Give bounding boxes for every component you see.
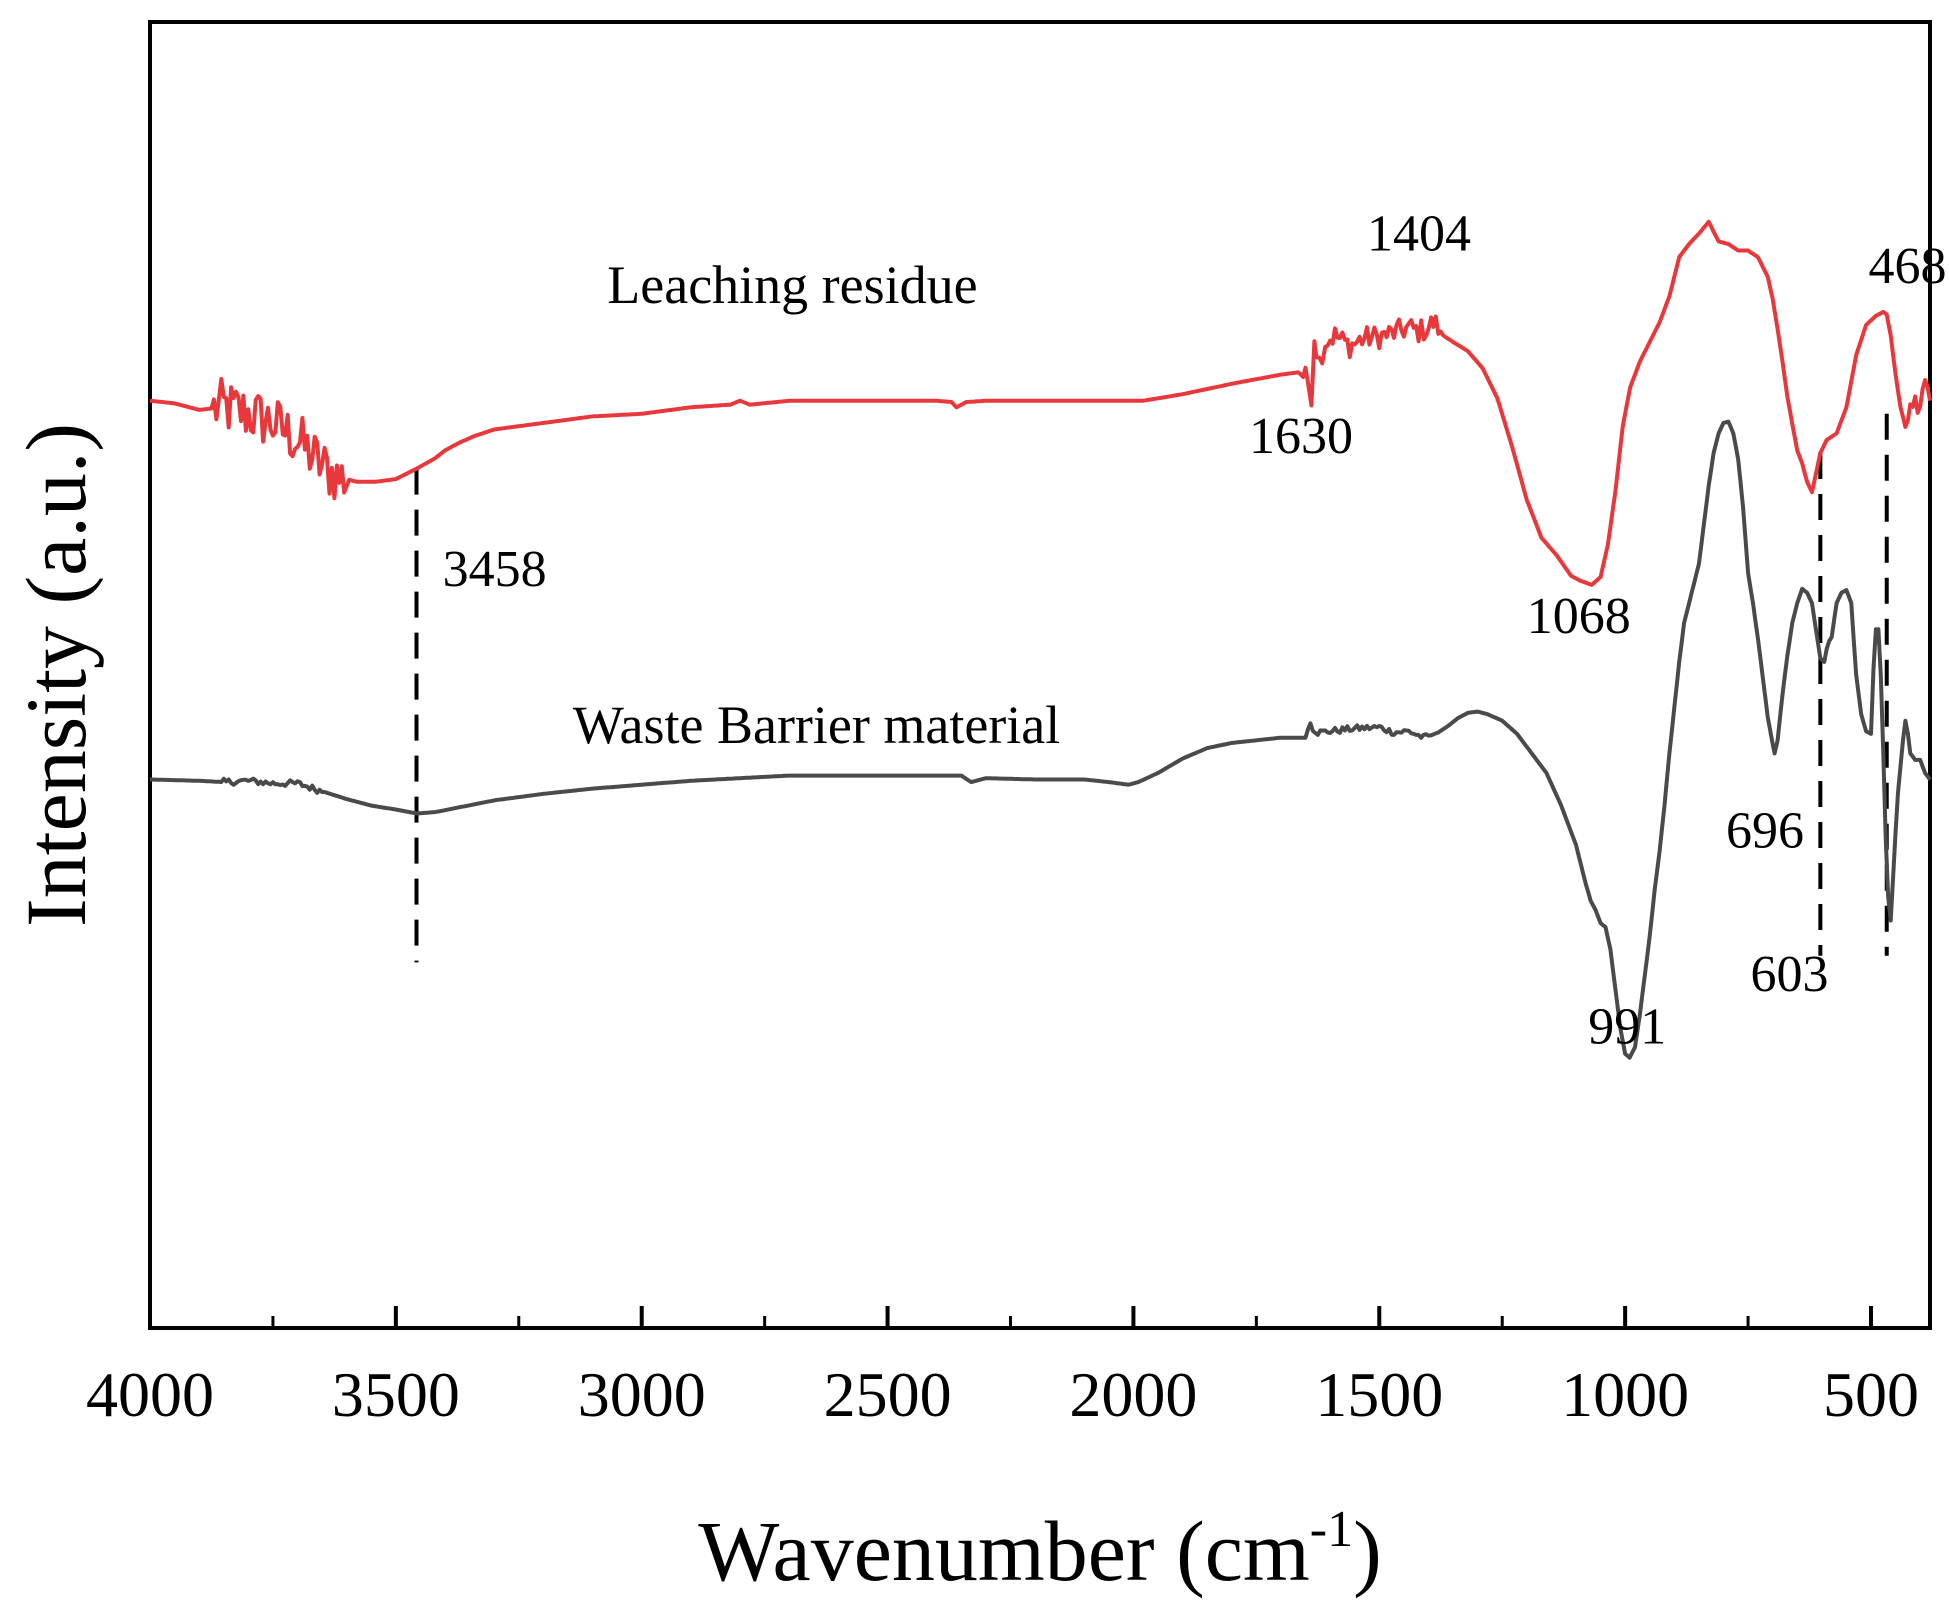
x-tick-label: 1000 <box>1561 1359 1689 1430</box>
x-axis-title-suffix: ) <box>1353 1503 1382 1599</box>
series-labels: Leaching residue Waste Barrier material <box>573 255 1060 755</box>
series-line-leaching-residue <box>149 219 1932 587</box>
series-label: Leaching residue <box>607 255 977 315</box>
x-tick-label: 3500 <box>332 1359 460 1430</box>
peak-label: 468 <box>1869 238 1947 295</box>
x-tick-label: 2500 <box>824 1359 952 1430</box>
peak-label: 3458 <box>443 541 547 598</box>
series-label: Waste Barrier material <box>573 695 1060 755</box>
x-tick-label: 2000 <box>1069 1359 1197 1430</box>
peak-annotations: 3458 1630 1404 1068 468 696 603 991 <box>443 206 1947 1056</box>
series-line-waste-barrier-material <box>150 419 1932 1060</box>
peak-label: 1068 <box>1527 588 1631 645</box>
peak-label: 1630 <box>1249 408 1353 465</box>
x-tick-label: 1500 <box>1315 1359 1443 1430</box>
peak-label: 696 <box>1726 802 1804 859</box>
plot-frame <box>148 20 1932 1330</box>
peak-guide-lines <box>414 413 1889 963</box>
x-axis-title-superscript: -1 <box>1310 1501 1353 1558</box>
y-axis-title: Intensity (a.u.) <box>8 423 104 927</box>
x-tick-label: 3000 <box>578 1359 706 1430</box>
x-axis-ticks <box>148 1306 1873 1328</box>
peak-label: 1404 <box>1367 206 1471 263</box>
peak-label: 991 <box>1588 998 1666 1055</box>
spectra <box>149 219 1932 1060</box>
x-axis-title-main: Wavenumber (cm <box>698 1503 1310 1599</box>
x-tick-label: 500 <box>1823 1359 1919 1430</box>
x-axis-tick-labels: 4000 3500 3000 2500 2000 1500 1000 500 <box>86 1359 1919 1430</box>
x-tick-label: 4000 <box>86 1359 214 1430</box>
x-axis-title: Wavenumber (cm-1) <box>698 1501 1382 1599</box>
peak-label: 603 <box>1751 946 1829 1003</box>
